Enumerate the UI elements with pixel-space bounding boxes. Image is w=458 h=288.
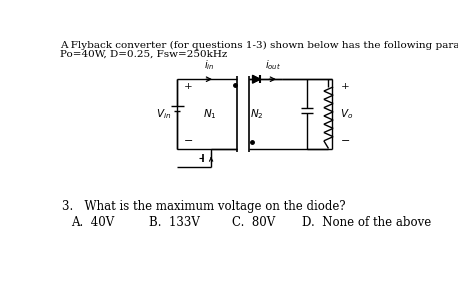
Text: +: + bbox=[341, 82, 349, 90]
Polygon shape bbox=[252, 75, 260, 83]
Text: $V_o$: $V_o$ bbox=[340, 107, 354, 121]
Text: Po=40W, D=0.25, Fsw=250kHz: Po=40W, D=0.25, Fsw=250kHz bbox=[60, 49, 228, 58]
Text: $N_2$: $N_2$ bbox=[251, 107, 264, 121]
Text: A.  40V: A. 40V bbox=[71, 215, 114, 228]
Text: −: − bbox=[341, 136, 350, 146]
Text: B.  133V: B. 133V bbox=[149, 215, 200, 228]
Text: $i_{out}$: $i_{out}$ bbox=[265, 58, 281, 72]
Text: C.  80V: C. 80V bbox=[232, 215, 275, 228]
Text: +: + bbox=[184, 82, 192, 90]
Text: 3.   What is the maximum voltage on the diode?: 3. What is the maximum voltage on the di… bbox=[62, 200, 345, 213]
Text: $N_1$: $N_1$ bbox=[203, 107, 217, 121]
Text: $V_{in}$: $V_{in}$ bbox=[156, 107, 171, 121]
Text: A Flyback converter (for questions 1-3) shown below has the following parameters: A Flyback converter (for questions 1-3) … bbox=[60, 41, 458, 50]
Text: −: − bbox=[184, 136, 193, 146]
Text: $i_{in}$: $i_{in}$ bbox=[203, 58, 214, 72]
Text: D.  None of the above: D. None of the above bbox=[302, 215, 431, 228]
